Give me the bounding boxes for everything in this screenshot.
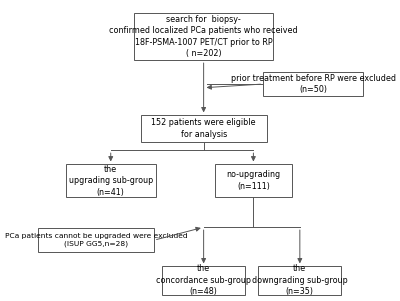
Text: search for  biopsy-
confirmed localized PCa patients who received
18F-PSMA-1007 : search for biopsy- confirmed localized P… [109,15,298,58]
Text: the
concordance sub-group
(n=48): the concordance sub-group (n=48) [156,265,251,296]
Text: PCa patients cannot be upgraded were excluded
(ISUP GG5,n=28): PCa patients cannot be upgraded were exc… [4,233,187,247]
Text: prior treatment before RP were excluded
(n=50): prior treatment before RP were excluded … [231,74,396,94]
FancyBboxPatch shape [263,72,363,96]
FancyBboxPatch shape [140,115,267,142]
FancyBboxPatch shape [134,13,273,60]
FancyBboxPatch shape [162,266,245,295]
FancyBboxPatch shape [215,164,292,197]
Text: 152 patients were eligible
for analysis: 152 patients were eligible for analysis [151,118,256,139]
FancyBboxPatch shape [38,228,154,252]
Text: the
downgrading sub-group
(n=35): the downgrading sub-group (n=35) [252,265,348,296]
Text: the
upgrading sub-group
(n=41): the upgrading sub-group (n=41) [69,165,153,197]
FancyBboxPatch shape [258,266,341,295]
FancyBboxPatch shape [66,164,156,197]
Text: no-upgrading
(n=111): no-upgrading (n=111) [226,170,280,191]
